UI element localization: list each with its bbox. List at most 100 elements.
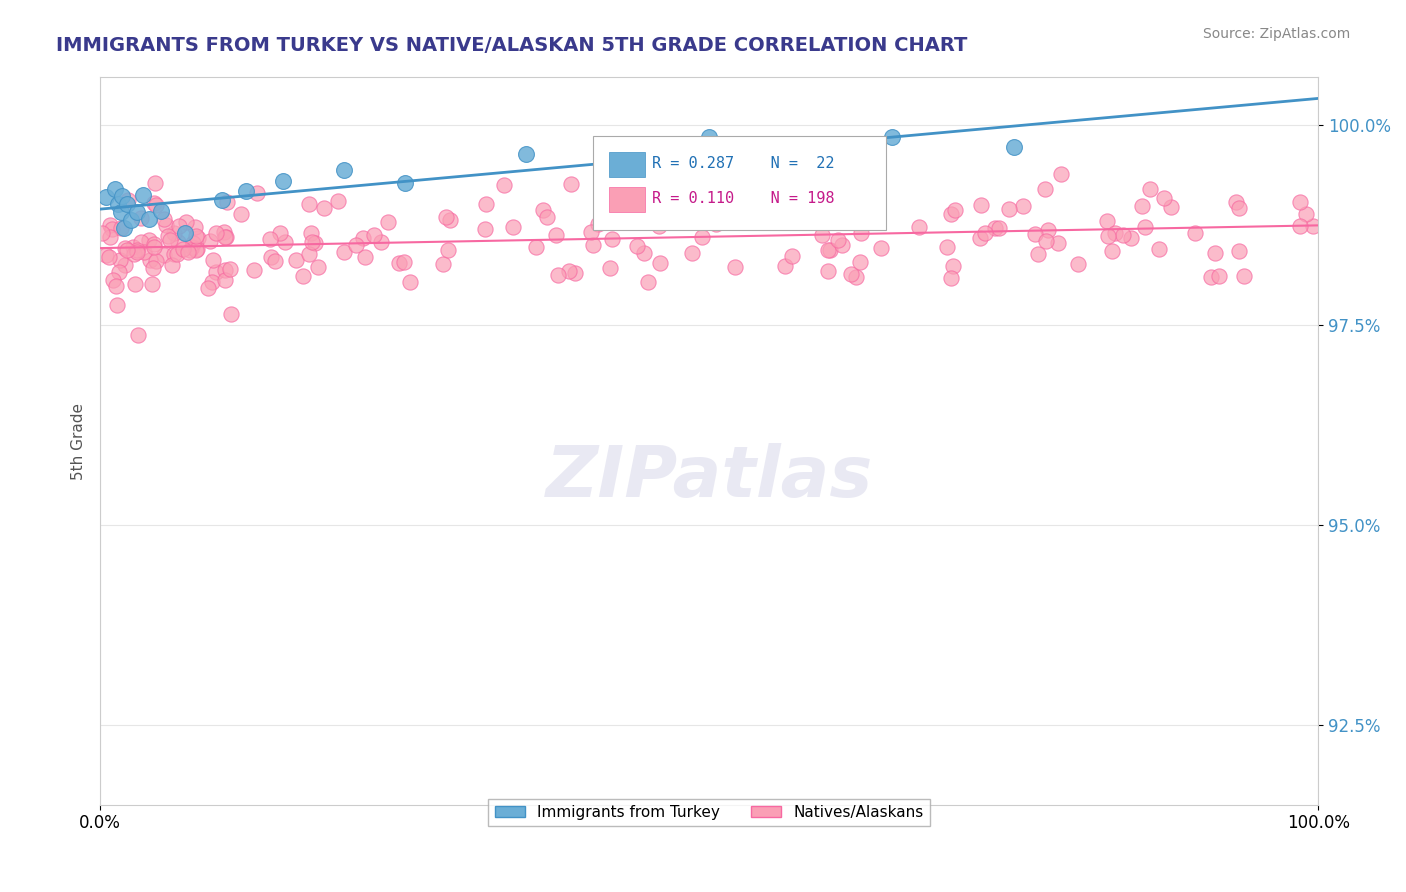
Point [941,207,963,221]
Point [292,268,315,283]
Point [304,235,326,250]
Point [214,263,236,277]
Point [1184,227,1206,241]
Point [830,212,852,227]
Point [536,211,558,225]
Point [603,211,626,226]
Point [163,246,186,260]
Point [197,281,219,295]
Point [129,235,152,249]
Point [936,240,959,254]
Y-axis label: 5th Grade: 5th Grade [72,402,86,480]
Point [637,275,659,289]
Text: Source: ZipAtlas.com: Source: ZipAtlas.com [1202,27,1350,41]
Point [942,259,965,273]
Point [392,255,415,269]
Point [713,187,735,202]
Point [105,279,128,293]
Point [174,227,197,241]
Point [1012,199,1035,213]
Point [998,202,1021,216]
Point [1130,198,1153,212]
Point [849,255,872,269]
Point [835,205,858,219]
Point [974,226,997,240]
Point [475,196,498,211]
Point [531,202,554,217]
Point [269,226,291,240]
Point [1160,200,1182,214]
Point [122,247,145,261]
Point [845,269,868,284]
Point [159,234,181,248]
Point [773,259,796,273]
Point [153,211,176,226]
Point [117,243,139,257]
Point [817,263,839,277]
Point [184,220,207,235]
Point [692,230,714,244]
FancyBboxPatch shape [593,136,886,230]
Point [1033,182,1056,196]
Point [186,229,208,244]
Point [648,219,671,234]
Point [205,226,228,240]
Point [724,260,747,274]
Point [184,244,207,258]
Point [101,222,124,236]
Point [394,177,416,191]
Point [219,262,242,277]
Point [125,204,148,219]
Point [145,253,167,268]
Text: IMMIGRANTS FROM TURKEY VS NATIVE/ALASKAN 5TH GRADE CORRELATION CHART: IMMIGRANTS FROM TURKEY VS NATIVE/ALASKAN… [56,36,967,54]
Point [984,220,1007,235]
Point [160,258,183,272]
Point [515,146,537,161]
Point [142,261,165,276]
Point [307,260,329,274]
Point [560,177,582,191]
Point [581,225,603,239]
Point [831,238,853,252]
Point [111,189,134,203]
Point [115,197,138,211]
Point [243,263,266,277]
Point [215,230,238,244]
Point [181,236,204,251]
Point [839,268,862,282]
Point [229,206,252,220]
Point [141,277,163,291]
Point [201,253,224,268]
Point [939,270,962,285]
Point [167,235,190,249]
Point [704,217,727,231]
Point [264,253,287,268]
Point [333,245,356,260]
Point [90,226,112,240]
Point [122,240,145,254]
Point [681,246,703,260]
Point [827,233,849,247]
Point [1024,227,1046,241]
Point [1049,167,1071,181]
Point [1097,229,1119,244]
Point [301,235,323,249]
Point [1208,269,1230,284]
Point [299,227,322,241]
Point [1153,191,1175,205]
Point [142,196,165,211]
Point [138,212,160,227]
Point [101,273,124,287]
Point [437,243,460,257]
Point [200,275,222,289]
Point [780,249,803,263]
Point [648,256,671,270]
Point [214,230,236,244]
Text: ZIPatlas: ZIPatlas [546,443,873,512]
Point [114,259,136,273]
Point [588,217,610,231]
Point [1302,219,1324,233]
Point [143,237,166,252]
Point [600,231,623,245]
Point [260,251,283,265]
